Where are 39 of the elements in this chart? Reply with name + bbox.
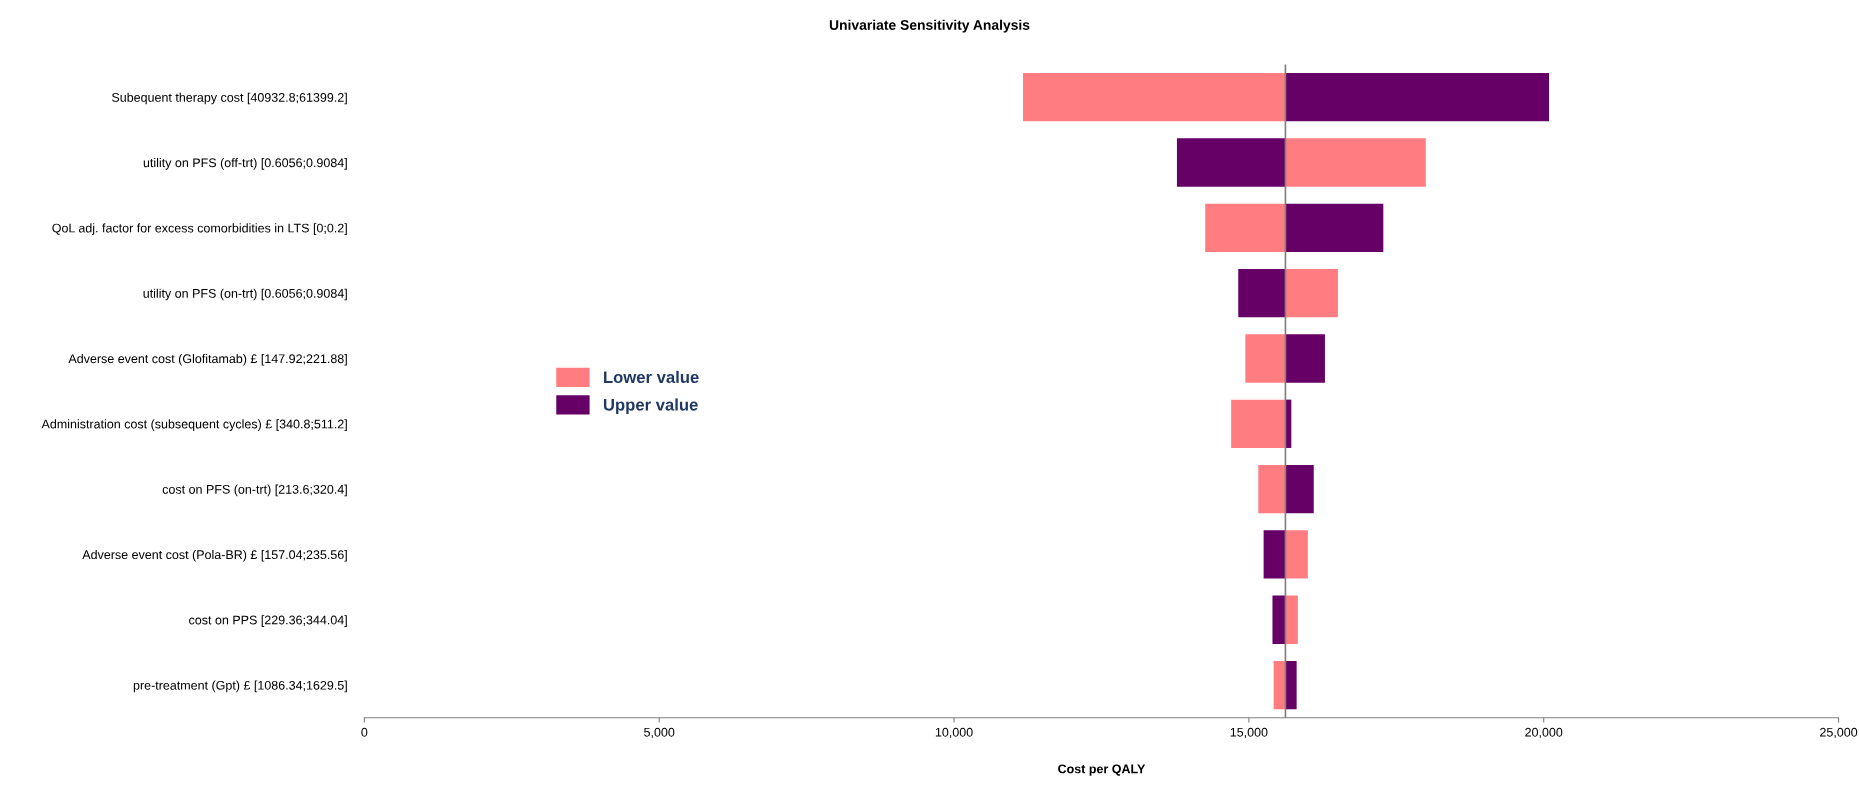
y-tick-label: Administration cost (subsequent cycles) £ [340.8;511.2] <box>41 419 347 431</box>
y-tick-label: Adverse event cost (Pola-BR) £ [157.04;235.56] <box>82 549 347 562</box>
bar <box>1231 399 1286 448</box>
x-tick-label: 15,000 <box>1230 727 1268 739</box>
bar <box>1176 138 1286 187</box>
x-tick-label: 5,000 <box>644 727 675 739</box>
chart-title: Univariate Sensitivity Analysis <box>829 19 1030 33</box>
y-tick-label: utility on PFS (on-trt) [0.6056;0.9084] <box>143 288 347 301</box>
y-tick-label: utility on PFS (off-trt) [0.6056;0.9084] <box>143 157 347 170</box>
bar <box>1205 203 1286 253</box>
y-tick-label: Subequent therapy cost [40932.8;61399.2] <box>111 92 347 105</box>
bar <box>1272 595 1286 644</box>
bar <box>1245 334 1286 383</box>
x-tick-label: 20,000 <box>1525 727 1563 739</box>
bar <box>1285 464 1314 514</box>
bar <box>1023 73 1286 122</box>
bar <box>1273 660 1286 710</box>
bar <box>1285 595 1298 644</box>
bar <box>1285 334 1325 383</box>
bar <box>1258 464 1286 514</box>
x-tick-label: 10,000 <box>935 727 973 739</box>
y-tick-label: cost on PPS [229.36;344.04] <box>189 615 347 627</box>
y-tick-label: QoL adj. factor for excess comorbidities in LTS [0;0.2] <box>52 223 347 235</box>
bar <box>1238 268 1286 318</box>
bar <box>1285 660 1297 710</box>
legend-label: Upper value <box>603 398 698 414</box>
x-tick-label: 25,000 <box>1820 727 1858 739</box>
bar <box>1285 138 1426 187</box>
x-axis-title: Cost per QALY <box>1058 764 1146 776</box>
y-tick-label: pre-treatment (Gpt) £ [1086.34;1629.5] <box>133 680 347 693</box>
bar <box>1285 268 1338 318</box>
bar <box>1285 73 1550 122</box>
y-tick-label: cost on PFS (on-trt) [213.6;320.4] <box>162 484 347 497</box>
x-tick-label: 0 <box>361 727 368 737</box>
bar <box>1285 203 1384 253</box>
legend-label: Lower value <box>604 370 699 384</box>
bar <box>1263 530 1286 579</box>
y-tick-label: Adverse event cost (Glofitamab) £ [147.92;221.88] <box>68 353 347 366</box>
bar <box>1285 530 1308 579</box>
